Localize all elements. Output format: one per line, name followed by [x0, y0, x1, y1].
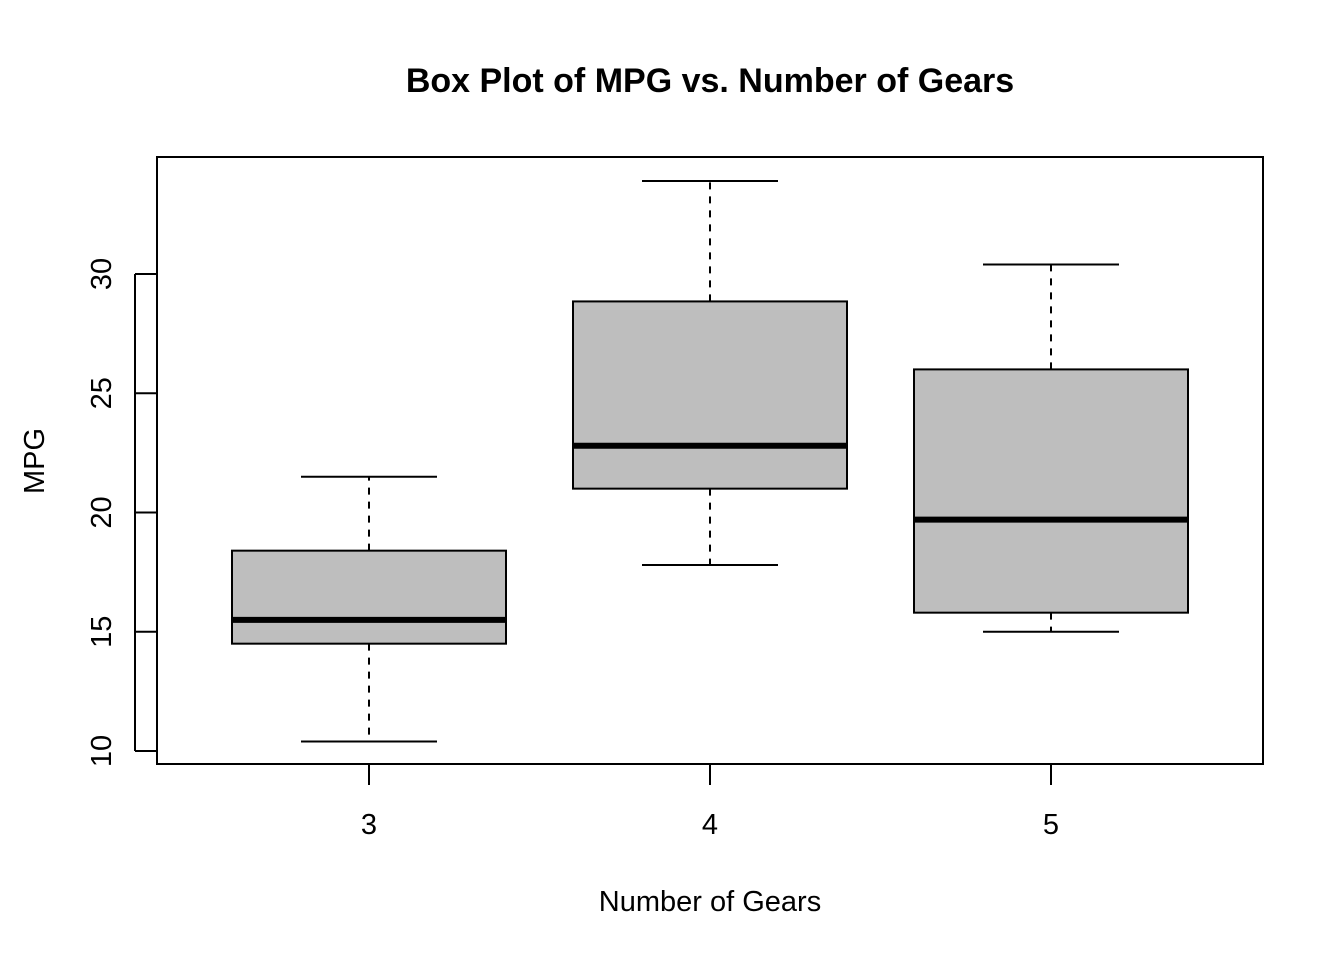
x-axis: 3 4 5: [361, 764, 1059, 841]
chart-title: Box Plot of MPG vs. Number of Gears: [406, 62, 1014, 100]
box-4: [572, 300, 848, 490]
box-group-3: [231, 475, 507, 743]
y-axis: 10 15 20 25 30: [86, 258, 157, 767]
x-tick-label-4: 4: [702, 809, 718, 841]
y-tick-label-30: 30: [86, 258, 118, 290]
y-tick-label-10: 10: [86, 735, 118, 767]
y-tick-label-25: 25: [86, 377, 118, 409]
y-tick-label-15: 15: [86, 616, 118, 648]
box-marks: [231, 179, 1189, 743]
box-3: [231, 549, 507, 645]
y-tick-label-20: 20: [86, 496, 118, 528]
box-5: [913, 368, 1189, 614]
y-axis-label: MPG: [19, 428, 51, 494]
box-group-4: [572, 179, 848, 566]
x-tick-label-3: 3: [361, 809, 377, 841]
x-axis-label: Number of Gears: [599, 886, 821, 918]
x-tick-label-5: 5: [1043, 809, 1059, 841]
box-group-5: [913, 263, 1189, 633]
